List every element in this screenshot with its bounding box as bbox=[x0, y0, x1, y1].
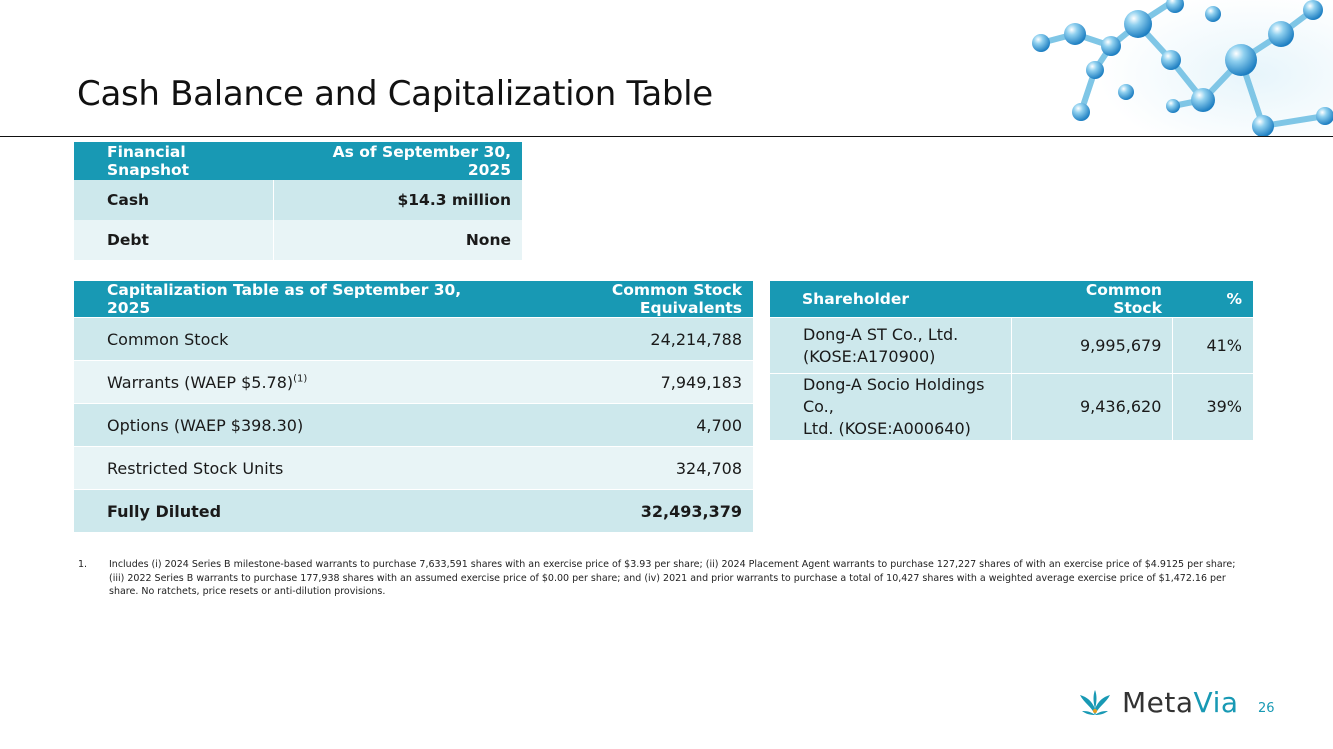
header-as-of-date: As of September 30, 2025 bbox=[273, 142, 522, 180]
page-number: 26 bbox=[1258, 701, 1275, 716]
header-common-stock: Common Stock bbox=[1011, 281, 1173, 318]
logo-wordmark: MetaVia bbox=[1122, 686, 1239, 719]
table-header-row: Shareholder Common Stock % bbox=[770, 281, 1253, 318]
row-value: 24,214,788 bbox=[488, 317, 753, 361]
row-value: 32,493,379 bbox=[488, 489, 753, 532]
row-label: Restricted Stock Units bbox=[74, 446, 489, 490]
metavia-logo: MetaVia bbox=[1078, 686, 1239, 719]
shareholder-name: Dong-A ST Co., Ltd. (KOSE:A170900) bbox=[770, 317, 1012, 374]
financial-snapshot-table: Financial Snapshot As of September 30, 2… bbox=[74, 142, 522, 260]
shareholder-pct: 41% bbox=[1172, 317, 1253, 374]
header-shareholder: Shareholder bbox=[770, 281, 1012, 318]
warrants-label: Warrants (WAEP $5.78) bbox=[107, 372, 294, 392]
table-row: Options (WAEP $398.30) 4,700 bbox=[74, 403, 753, 447]
name-line: Dong-A Socio Holdings Co., bbox=[803, 375, 985, 416]
shareholder-table: Shareholder Common Stock % Dong-A ST Co.… bbox=[770, 281, 1253, 440]
row-value: $14.3 million bbox=[272, 180, 522, 220]
row-label: Fully Diluted bbox=[74, 489, 489, 532]
molecule-graphic bbox=[1032, 0, 1333, 136]
footnote: 1. Includes (i) 2024 Series B milestone-… bbox=[78, 558, 1248, 599]
row-value: 7,949,183 bbox=[488, 360, 753, 404]
name-line: (KOSE:A170900) bbox=[803, 346, 936, 366]
table-row: Dong-A Socio Holdings Co., Ltd. (KOSE:A00… bbox=[770, 373, 1253, 440]
table-row: Restricted Stock Units 324,708 bbox=[74, 446, 753, 490]
shareholder-pct: 39% bbox=[1172, 373, 1253, 440]
row-label: Warrants (WAEP $5.78)(1) bbox=[74, 360, 489, 404]
slide-title: Cash Balance and Capitalization Table bbox=[77, 74, 713, 114]
shareholder-shares: 9,436,620 bbox=[1010, 373, 1173, 440]
table-row-total: Fully Diluted 32,493,379 bbox=[74, 489, 753, 532]
name-line: Ltd. (KOSE:A000640) bbox=[803, 419, 971, 438]
row-label: Cash bbox=[74, 180, 274, 220]
row-label: Options (WAEP $398.30) bbox=[74, 403, 489, 447]
table-row: Warrants (WAEP $5.78)(1) 7,949,183 bbox=[74, 360, 753, 404]
footnote-text: Includes (i) 2024 Series B milestone-bas… bbox=[109, 559, 1236, 597]
table-row: Cash $14.3 million bbox=[74, 180, 522, 220]
logo-meta: Meta bbox=[1122, 686, 1194, 719]
shareholder-shares: 9,995,679 bbox=[1010, 317, 1173, 374]
row-label: Common Stock bbox=[74, 317, 489, 361]
row-value: 324,708 bbox=[488, 446, 753, 490]
footnote-ref: (1) bbox=[293, 373, 308, 385]
table-row: Debt None bbox=[74, 220, 522, 260]
name-line: Dong-A ST Co., Ltd. bbox=[803, 324, 959, 344]
table-header-row: Capitalization Table as of September 30,… bbox=[74, 281, 753, 318]
header-common-stock-equivalents: Common Stock Equivalents bbox=[488, 281, 753, 318]
row-value: None bbox=[272, 220, 522, 260]
row-value: 4,700 bbox=[488, 403, 753, 447]
header-financial-snapshot: Financial Snapshot bbox=[74, 142, 274, 180]
logo-via: Via bbox=[1193, 686, 1239, 719]
title-divider bbox=[0, 136, 1333, 137]
table-header-row: Financial Snapshot As of September 30, 2… bbox=[74, 142, 522, 180]
header-percent: % bbox=[1172, 281, 1253, 318]
shareholder-name: Dong-A Socio Holdings Co., Ltd. (KOSE:A00… bbox=[770, 373, 1012, 440]
capitalization-table: Capitalization Table as of September 30,… bbox=[74, 281, 753, 532]
row-label: Debt bbox=[74, 220, 274, 260]
logo-leaf-icon bbox=[1080, 689, 1110, 715]
table-row: Common Stock 24,214,788 bbox=[74, 317, 753, 361]
footnote-number: 1. bbox=[78, 559, 88, 570]
header-cap-table: Capitalization Table as of September 30,… bbox=[74, 281, 489, 318]
table-row: Dong-A ST Co., Ltd. (KOSE:A170900) 9,995,… bbox=[770, 317, 1253, 374]
